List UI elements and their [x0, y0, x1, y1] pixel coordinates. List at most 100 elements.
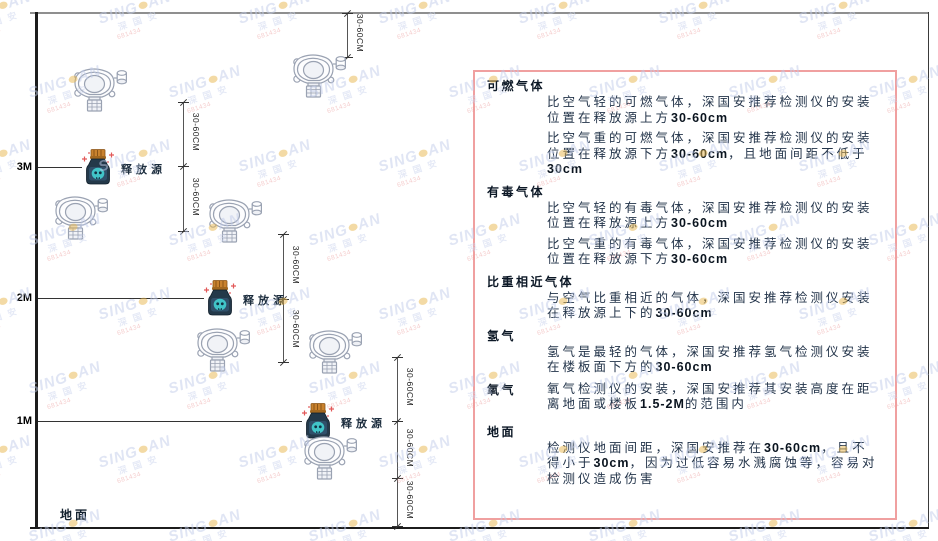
watermark-dot-icon [277, 0, 289, 11]
watermark-dot-icon [0, 0, 9, 11]
watermark-dot-icon [907, 74, 919, 85]
watermark-sub-text: 深 国 安 [46, 527, 90, 541]
dimension-label: 30-60CM [405, 367, 415, 407]
watermark-dot-icon [557, 0, 569, 11]
watermark-code-text: 681434 [0, 322, 3, 338]
watermark-code-text: 681434 [46, 533, 108, 541]
watermark-code-text: 681434 [256, 26, 283, 42]
section-heading: 可燃气体 [487, 79, 546, 93]
watermark-sub-text: 深 国 安 [326, 527, 370, 541]
watermark-sub-text: 深 国 安 [536, 9, 580, 33]
watermark-sub-text: 深 国 安 [0, 453, 20, 476]
watermark-sub-text: 深 国 安 [676, 9, 720, 33]
watermark-dot-icon [907, 370, 919, 381]
release-source-label: 释放源 [121, 164, 166, 176]
gas-detector-icon [301, 434, 358, 480]
watermark-code-text: 681434 [0, 470, 3, 486]
watermark-sub-text: 深 国 安 [256, 9, 300, 33]
gas-detector-icon [306, 328, 363, 374]
section-paragraph: 与空气比重相近的气体，深国安推荐检测仪安装在释放源上下的30-60cm [547, 290, 873, 321]
watermark-code-text: 681434 [326, 533, 388, 541]
level-line [38, 298, 204, 299]
dimension-line [397, 357, 398, 526]
watermark-dot-icon [347, 222, 359, 233]
gas-detector-icon [290, 52, 347, 98]
dimension-label: 30-60CM [291, 309, 301, 348]
watermark-dot-icon [417, 0, 429, 11]
section-heading: 有毒气体 [487, 184, 546, 199]
watermark-sub-text: 深 国 安 [396, 9, 440, 33]
watermark-code-text: 681434 [816, 26, 843, 42]
watermark-code-text: 681434 [326, 248, 353, 264]
panel-section: 有毒气体 比空气轻的有毒气体，深国安推荐检测仪的安装位置在释放源上方30-60cm… [487, 184, 883, 268]
gas-detector-icon [206, 197, 263, 243]
watermark-code-text: 681434 [46, 248, 73, 264]
level-line [38, 167, 82, 168]
section-paragraph: 氢气是最轻的气体，深国安推荐氢气检测仪安装在楼板面下方的30-60cm [547, 344, 873, 375]
watermark-sub-text: 深 国 安 [326, 231, 370, 255]
watermark-sub-text: 深 国 安 [256, 157, 300, 181]
section-paragraph: 氧气检测仪的安装，深国安推荐其安装高度在距离地面或楼板1.5-2M的范围内 [547, 381, 873, 412]
watermark-sub-text: 深 国 安 [606, 527, 650, 541]
watermark-sub-text: 深 国 安 [116, 9, 160, 33]
watermark-code-text: 681434 [256, 174, 283, 190]
watermark-code-text: 681434 [606, 533, 668, 541]
release-source-label: 释放源 [341, 418, 386, 430]
gas-detector-icon [194, 326, 251, 372]
watermark-sub-text: 深 国 安 [46, 379, 90, 403]
ceiling-line [30, 12, 929, 14]
panel-section: 地面检测仪地面间距，深国安推荐在30-60cm，且不得小于30cm，因为过低容易… [487, 424, 883, 488]
section-paragraph: 检测仪地面间距，深国安推荐在30-60cm，且不得小于30cm，因为过低容易水溅… [547, 440, 878, 486]
dimension-label: 30-60CM [191, 177, 201, 216]
ground-label: 地面 [60, 508, 91, 522]
height-label: 2M [16, 292, 32, 304]
watermark-dot-icon [137, 148, 149, 159]
section-heading: 地面 [487, 424, 517, 439]
watermark-sub-text: 深 国 安 [186, 527, 230, 541]
floor-line [30, 527, 929, 529]
watermark-dot-icon [67, 370, 79, 381]
section-paragraph: 比空气轻的有毒气体，深国安推荐检测仪的安装位置在释放源上方30-60cm [547, 200, 873, 231]
release-source-icon [301, 402, 335, 440]
watermark-dot-icon [0, 148, 9, 159]
section-heading: 氧气 [487, 382, 517, 397]
watermark-sub-text: 深 国 安 [116, 453, 160, 477]
section-paragraph: 比空气重的可燃气体，深国安推荐检测仪的安装位置在释放源下方30-60cm，且地面… [547, 131, 873, 176]
height-label: 1M [16, 415, 32, 427]
watermark-code-text: 681434 [186, 396, 213, 412]
watermark-code-text: 681434 [116, 322, 143, 338]
watermark-code-text: 681434 [116, 26, 143, 42]
watermark-dot-icon [907, 222, 919, 233]
watermark-sub-text: 深 国 安 [186, 379, 230, 403]
watermark-sub-text: 深 国 安 [886, 527, 930, 541]
panel-section: 氢气 氢气是最轻的气体，深国安推荐氢气检测仪安装在楼板面下方的30-60cm [487, 328, 883, 376]
release-source-label: 释放源 [243, 295, 288, 307]
watermark-sub-text: 深 国 安 [396, 305, 440, 329]
release-source-icon [203, 279, 237, 317]
watermark-sub-text: 深 国 安 [396, 157, 440, 181]
watermark-code-text: 681434 [396, 26, 423, 42]
level-line [38, 421, 302, 422]
watermark-code-text: 681434 [886, 533, 938, 541]
gas-detector-icon [71, 66, 128, 112]
